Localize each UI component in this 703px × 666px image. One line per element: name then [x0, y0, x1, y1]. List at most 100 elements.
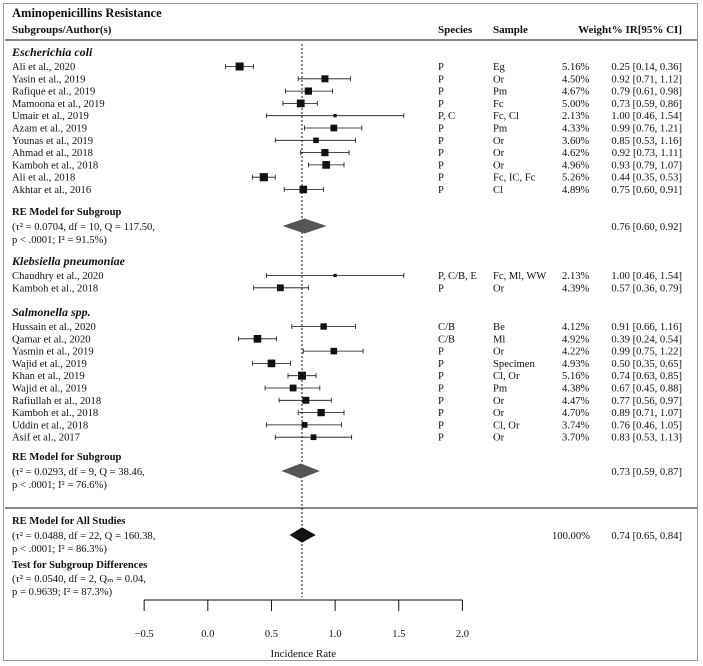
- study-point: [302, 396, 310, 404]
- subgroup-test-stats: (τ² = 0.0540, df = 2, Qₘ = 0.04,: [12, 574, 146, 585]
- study-weight: 2.13%: [562, 271, 590, 282]
- overall-model-stats: (τ² = 0.0488, df = 22, Q = 160.38,: [12, 531, 155, 542]
- overall-weight: 100.00%: [552, 531, 590, 542]
- study-ci-text: 0.93 [0.79, 1.07]: [611, 160, 682, 171]
- header-weight-ir: Weight% IR[95% CI]: [578, 24, 682, 36]
- study-sample: Pm: [493, 384, 508, 395]
- study-weight: 2.13%: [562, 111, 590, 122]
- study-point: [321, 75, 329, 83]
- study-point: [320, 323, 327, 330]
- figure-frame: [3, 3, 698, 661]
- subgroup-model-label: RE Model for Subgroup: [12, 207, 122, 218]
- study-point: [298, 371, 307, 380]
- study-sample: Or: [493, 283, 505, 294]
- study-ci-text: 0.67 [0.45, 0.88]: [611, 384, 682, 395]
- study-ci-text: 0.85 [0.53, 1.16]: [611, 136, 682, 147]
- study-species: P: [438, 87, 444, 98]
- subgroup-name: Salmonella spp.: [12, 305, 91, 319]
- study-ci-text: 0.73 [0.59, 0.86]: [611, 99, 682, 110]
- x-tick-label: 1.0: [329, 629, 342, 640]
- subgroup-diamond: [281, 463, 320, 479]
- study-species: P: [438, 396, 444, 407]
- study-author: Hussain et al., 2020: [12, 322, 96, 333]
- study-weight: 5.16%: [562, 62, 590, 73]
- study-point: [322, 161, 331, 169]
- study-ci-text: 0.50 [0.35, 0.65]: [611, 359, 682, 370]
- study-point: [330, 124, 338, 132]
- study-ci-text: 0.44 [0.35, 0.53]: [611, 173, 682, 184]
- study-species: P, C/B, E: [438, 271, 477, 282]
- x-tick-label: 1.5: [392, 629, 405, 640]
- study-species: P: [438, 420, 444, 431]
- study-weight: 4.89%: [562, 185, 590, 196]
- overall-ci-text: 0.74 [0.65, 0.84]: [611, 531, 682, 542]
- study-species: P: [438, 185, 444, 196]
- study-sample: Or: [493, 347, 505, 358]
- subgroup-model-stats: (τ² = 0.0704, df = 10, Q = 117.50,: [12, 222, 155, 233]
- study-species: P: [438, 359, 444, 370]
- x-axis-label: Incidence Rate: [270, 648, 336, 660]
- study-author: Kamboh et al., 2018: [12, 408, 98, 419]
- study-sample: Or: [493, 408, 505, 419]
- study-sample: Fc, Ml, WW: [493, 271, 546, 282]
- study-weight: 4.93%: [562, 359, 590, 370]
- study-ci-text: 0.99 [0.76, 1.21]: [611, 124, 682, 135]
- study-point: [310, 434, 317, 441]
- study-ci-text: 0.76 [0.46, 1.05]: [611, 420, 682, 431]
- study-author: Asif et al., 2017: [12, 433, 80, 444]
- study-ci-text: 0.75 [0.60, 0.91]: [611, 185, 682, 196]
- study-author: Younas et al., 2019: [12, 136, 93, 147]
- subgroup-name: Escherichia coli: [11, 45, 93, 59]
- study-sample: Fc: [493, 99, 504, 110]
- overall-model-label: RE Model for All Studies: [12, 516, 125, 527]
- study-author: Mamoona et al., 2019: [12, 99, 105, 110]
- study-ci-text: 1.00 [0.46, 1.54]: [611, 271, 682, 282]
- study-ci-text: 0.74 [0.63, 0.85]: [611, 371, 682, 382]
- header-subgroups-authors: Subgroups/Author(s): [12, 24, 112, 36]
- subgroup-test-stats: p = 0.9639; I² = 87.3%): [12, 587, 113, 598]
- study-species: P: [438, 62, 444, 73]
- subgroup-model-label: RE Model for Subgroup: [12, 452, 122, 463]
- study-species: C/B: [438, 334, 455, 345]
- study-species: P: [438, 160, 444, 171]
- study-point: [296, 99, 305, 108]
- study-ci-text: 0.92 [0.73, 1.11]: [612, 148, 682, 159]
- study-sample: Pm: [493, 87, 508, 98]
- study-author: Rafique et al., 2019: [12, 87, 95, 98]
- subgroup-diamond: [282, 218, 327, 234]
- study-point: [333, 114, 337, 118]
- study-ci-text: 0.39 [0.24, 0.54]: [611, 334, 682, 345]
- study-ci-text: 0.25 [0.14, 0.36]: [611, 62, 682, 73]
- subgroup-ci-text: 0.73 [0.59, 0.87]: [611, 467, 682, 478]
- x-tick-label: 0.0: [201, 629, 214, 640]
- study-species: P: [438, 173, 444, 184]
- study-species: C/B: [438, 322, 455, 333]
- subgroup-ci-text: 0.76 [0.60, 0.92]: [611, 222, 682, 233]
- study-point: [289, 384, 297, 392]
- study-weight: 5.00%: [562, 99, 590, 110]
- study-species: P: [438, 371, 444, 382]
- study-sample: Pm: [493, 124, 508, 135]
- study-species: P: [438, 136, 444, 147]
- study-point: [299, 185, 308, 194]
- study-point: [333, 273, 337, 278]
- study-weight: 5.16%: [562, 371, 590, 382]
- study-sample: Specimen: [493, 359, 535, 370]
- study-author: Khan et al., 2019: [12, 371, 85, 382]
- study-ci-text: 0.99 [0.75, 1.22]: [611, 347, 682, 358]
- study-ci-text: 0.89 [0.71, 1.07]: [611, 408, 682, 419]
- study-point: [321, 149, 329, 157]
- study-author: Wajid et al., 2019: [12, 384, 87, 395]
- study-point: [267, 359, 276, 368]
- study-weight: 3.60%: [562, 136, 590, 147]
- study-point: [330, 347, 338, 355]
- study-ci-text: 0.77 [0.56, 0.97]: [611, 396, 682, 407]
- study-species: P: [438, 408, 444, 419]
- study-point: [313, 137, 319, 144]
- study-point: [301, 422, 308, 428]
- study-species: P: [438, 74, 444, 85]
- study-ci-text: 0.57 [0.36, 0.79]: [611, 283, 682, 294]
- study-weight: 4.67%: [562, 87, 590, 98]
